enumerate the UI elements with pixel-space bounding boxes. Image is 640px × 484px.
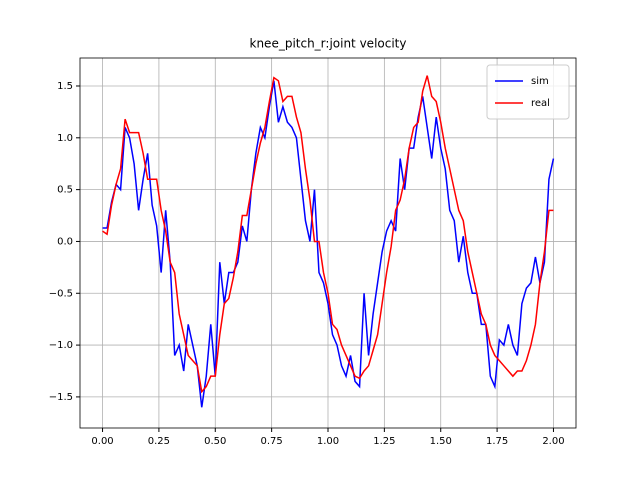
- y-tick-label: −0.5: [49, 288, 73, 299]
- x-tick-label: 0.25: [148, 436, 170, 447]
- legend-label: real: [531, 98, 550, 109]
- chart-title: knee_pitch_r:joint velocity: [250, 37, 407, 51]
- plot-frame: [79, 57, 577, 429]
- series-line: [102, 75, 554, 394]
- y-tick-label: −1.5: [49, 392, 73, 403]
- x-tick-label: 0.75: [261, 436, 283, 447]
- legend-label: sim: [531, 76, 549, 87]
- y-tick-label: 1.0: [57, 133, 73, 144]
- x-tick-label: 0.00: [91, 436, 113, 447]
- y-tick-label: 0.5: [57, 185, 73, 196]
- x-tick-label: 1.50: [430, 436, 452, 447]
- x-tick-label: 1.00: [317, 436, 339, 447]
- y-tick-label: 0.0: [57, 236, 73, 247]
- legend-box: [486, 64, 570, 120]
- x-tick-label: 1.75: [486, 436, 508, 447]
- x-tick-label: 1.25: [373, 436, 395, 447]
- x-tick-label: 0.50: [204, 436, 226, 447]
- y-tick-label: −1.0: [49, 340, 73, 351]
- y-tick-label: 1.5: [57, 81, 73, 92]
- x-tick-label: 2.00: [542, 436, 564, 447]
